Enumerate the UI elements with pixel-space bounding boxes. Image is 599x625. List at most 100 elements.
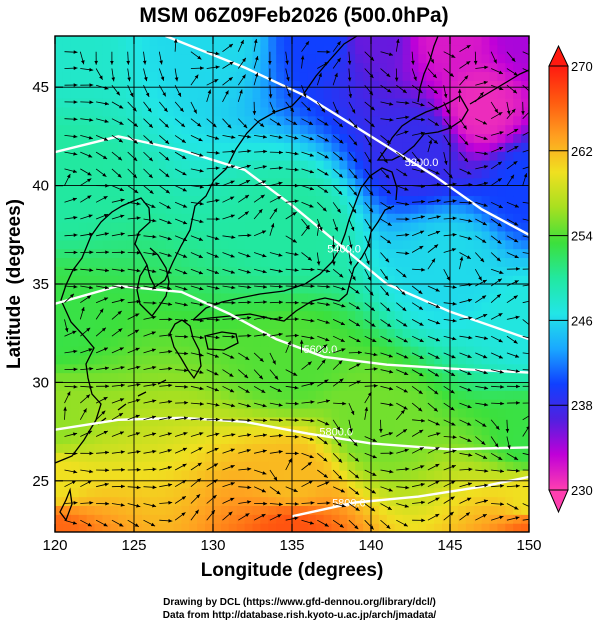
heatmap-cell: [260, 204, 269, 214]
heatmap-cell: [410, 487, 419, 498]
heatmap-cell: [86, 337, 96, 347]
wind-arrow-head: [353, 124, 358, 129]
wind-arrow-head: [147, 108, 152, 113]
heatmap-cell: [244, 222, 254, 232]
heatmap-cell: [70, 151, 80, 161]
heatmap-cell: [307, 36, 317, 46]
heatmap-cell: [315, 319, 325, 329]
heatmap-cell: [307, 310, 317, 321]
heatmap-cell: [276, 168, 285, 179]
heatmap-cell: [497, 425, 506, 436]
heatmap-cell: [141, 505, 151, 515]
heatmap-cell: [260, 399, 269, 409]
heatmap-cell: [481, 71, 491, 81]
heatmap-cell: [442, 89, 451, 99]
wind-arrow-head: [152, 234, 157, 239]
heatmap-cell: [228, 319, 238, 329]
wind-arrow-head: [182, 237, 188, 241]
heatmap-cell: [189, 195, 198, 205]
wind-arrow-head: [136, 383, 141, 387]
wind-arrow-head: [230, 355, 235, 359]
wind-arrow-head: [120, 298, 125, 303]
heatmap-cell: [141, 213, 151, 223]
heatmap-cell: [505, 399, 514, 409]
heatmap-cell: [418, 239, 427, 250]
heatmap-cell: [149, 275, 159, 285]
heatmap-cell: [331, 390, 340, 400]
heatmap-cell: [252, 222, 261, 232]
heatmap-cell: [236, 284, 246, 294]
heatmap-cell: [252, 461, 261, 471]
heatmap-cell: [315, 478, 325, 489]
heatmap-cell: [378, 80, 388, 90]
wind-arrow-head: [400, 409, 405, 414]
heatmap-cell: [331, 89, 340, 99]
wind-arrow-head: [419, 447, 424, 451]
heatmap-cell: [165, 89, 175, 99]
heatmap-cell: [102, 505, 111, 515]
heatmap-cell: [102, 204, 111, 214]
wind-arrow-head: [435, 447, 440, 451]
wind-arrow-head: [167, 286, 172, 291]
heatmap-cell: [386, 133, 396, 143]
wind-arrow-head: [133, 123, 138, 127]
heatmap-cell: [292, 381, 301, 391]
heatmap-cell: [331, 62, 340, 73]
wind-arrow-head: [151, 415, 156, 420]
heatmap-cell: [426, 301, 435, 312]
heatmap-cell: [220, 523, 230, 532]
heatmap-cell: [149, 186, 159, 197]
heatmap-cell: [450, 452, 459, 462]
heatmap-cell: [102, 239, 111, 250]
heatmap-cell: [189, 328, 198, 338]
wind-arrow-head: [73, 367, 78, 372]
heatmap-cell: [70, 425, 80, 436]
heatmap-cell: [331, 292, 340, 303]
wind-arrow-head: [149, 140, 154, 145]
heatmap-cell: [307, 470, 317, 480]
heatmap-cell: [284, 80, 293, 90]
heatmap-cell: [118, 425, 127, 436]
heatmap-cell: [173, 151, 182, 161]
heatmap-cell: [110, 337, 119, 347]
heatmap-cell: [228, 363, 238, 374]
heatmap-cell: [481, 372, 491, 383]
wind-arrow-head: [347, 60, 352, 65]
heatmap-cell: [205, 62, 214, 73]
heatmap-cell: [205, 284, 214, 294]
heatmap-cell: [165, 443, 175, 453]
wind-arrow-head: [105, 501, 110, 506]
heatmap-cell: [347, 372, 356, 383]
heatmap-cell: [205, 53, 214, 64]
heatmap-cell: [323, 53, 333, 64]
wind-arrow-head: [73, 134, 78, 139]
heatmap-cell: [236, 372, 246, 383]
wind-arrow-head: [497, 278, 502, 283]
wind-arrow-head: [448, 174, 453, 179]
heatmap-cell: [126, 151, 135, 161]
heatmap-cell: [481, 98, 491, 108]
heatmap-cell: [205, 36, 214, 46]
heatmap-cell: [521, 478, 529, 489]
wind-arrow-head: [144, 76, 148, 82]
heatmap-cell: [157, 310, 167, 321]
heatmap-cell: [505, 284, 514, 294]
wind-arrow-head: [451, 354, 456, 359]
heatmap-cell: [457, 505, 467, 515]
heatmap-cell: [252, 363, 261, 374]
heatmap-cell: [418, 319, 427, 329]
heatmap-cell: [213, 301, 222, 312]
heatmap-cell: [521, 266, 529, 276]
wind-arrow-head: [464, 141, 469, 146]
wind-arrow-head: [310, 418, 315, 423]
heatmap-cell: [220, 408, 230, 418]
heatmap-cell: [102, 328, 111, 338]
heatmap-cell: [505, 89, 514, 99]
heatmap-cell: [102, 222, 111, 232]
heatmap-cell: [402, 514, 412, 524]
heatmap-cell: [450, 89, 459, 99]
wind-arrow-head: [215, 335, 220, 340]
heatmap-cell: [213, 142, 222, 152]
heatmap-cell: [513, 151, 522, 161]
heatmap-cell: [252, 275, 261, 285]
